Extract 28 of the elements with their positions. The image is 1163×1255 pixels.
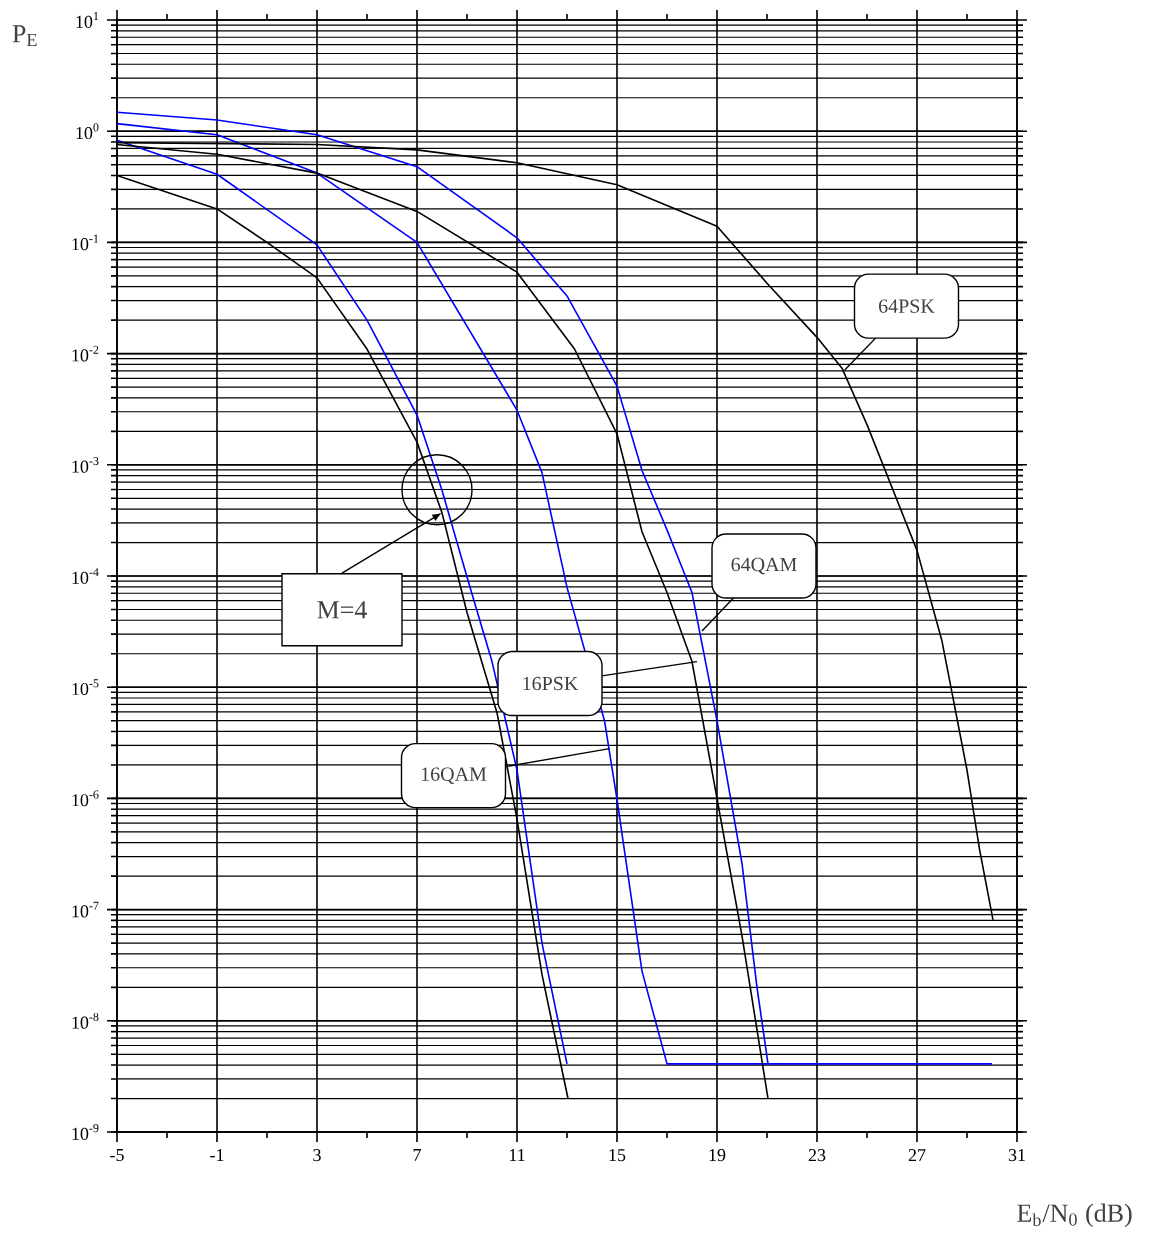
y-tick-label: 10$^{-2}$ — [72, 345, 99, 362]
x-tick-label: 11 — [509, 1149, 525, 1161]
y-tick-label: 10$^{0}$ — [76, 123, 99, 140]
annotation: 64PSK — [879, 299, 935, 313]
x-tick-label: 7 — [413, 1149, 421, 1161]
y-tick-label: 10$^{-1}$ — [72, 234, 99, 251]
y-tick-label: 10$^{-5}$ — [72, 679, 99, 696]
annotation: 16QAM — [421, 767, 487, 784]
annotation: 16PSK — [523, 676, 579, 691]
x-tick-label: 27 — [908, 1149, 926, 1161]
y-tick-label: 10$^{1}$ — [76, 12, 99, 28]
x-tick-label: 31 — [1008, 1149, 1025, 1162]
y-tick-label: 10$^{-7}$ — [72, 901, 99, 918]
y-tick-label: 10$^{-4}$ — [72, 568, 99, 584]
x-tick-label: 3 — [313, 1149, 321, 1162]
x-tick-label: -1 — [210, 1149, 224, 1161]
x-axis-title: E$_{b}$/N$_{0}$ (dB) — [1017, 1203, 1132, 1228]
y-tick-label: 10$^{-9}$ — [72, 1124, 99, 1140]
x-tick-label: 15 — [609, 1149, 626, 1162]
x-tick-label: 19 — [709, 1149, 726, 1162]
annotation: 64QAM — [731, 557, 797, 575]
x-tick-label: -5 — [110, 1149, 124, 1162]
annotation: M=4 — [317, 601, 367, 619]
y-tick-label: 10$^{-6}$ — [72, 790, 99, 807]
x-tick-label: 23 — [808, 1149, 826, 1162]
y-tick-label: 10$^{-3}$ — [72, 456, 99, 473]
y-tick-label: 10$^{-8}$ — [72, 1012, 99, 1029]
y-axis-title: P$_{E}$ — [12, 25, 37, 46]
